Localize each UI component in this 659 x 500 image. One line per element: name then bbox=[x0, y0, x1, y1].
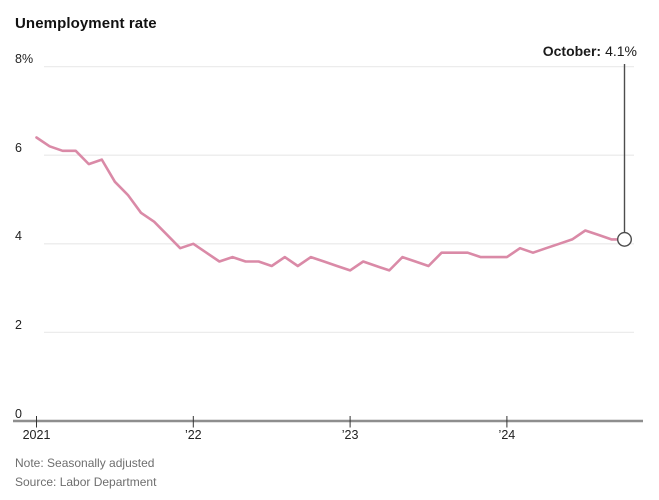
x-tick-label: 2021 bbox=[22, 428, 51, 442]
chart-source: Source: Labor Department bbox=[15, 475, 157, 489]
latest-point-marker bbox=[617, 231, 633, 247]
x-tick-label: ’22 bbox=[184, 428, 202, 442]
x-tick-label: ’23 bbox=[341, 428, 359, 442]
chart-note: Note: Seasonally adjusted bbox=[15, 456, 155, 470]
y-tick-label: 2 bbox=[15, 317, 22, 332]
y-tick-label: 8% bbox=[15, 52, 34, 67]
callout-month-label: October: bbox=[542, 43, 602, 59]
latest-value-callout: October: 4.1% bbox=[543, 43, 637, 59]
callout-value: 4.1% bbox=[605, 43, 637, 59]
x-tick-label: ’24 bbox=[498, 428, 516, 442]
y-tick-label: 6 bbox=[15, 140, 22, 155]
unemployment-line-series bbox=[35, 136, 626, 272]
y-tick-label: 4 bbox=[15, 229, 22, 244]
y-tick-label: 0 bbox=[15, 406, 22, 421]
chart-title: Unemployment rate bbox=[15, 15, 157, 32]
